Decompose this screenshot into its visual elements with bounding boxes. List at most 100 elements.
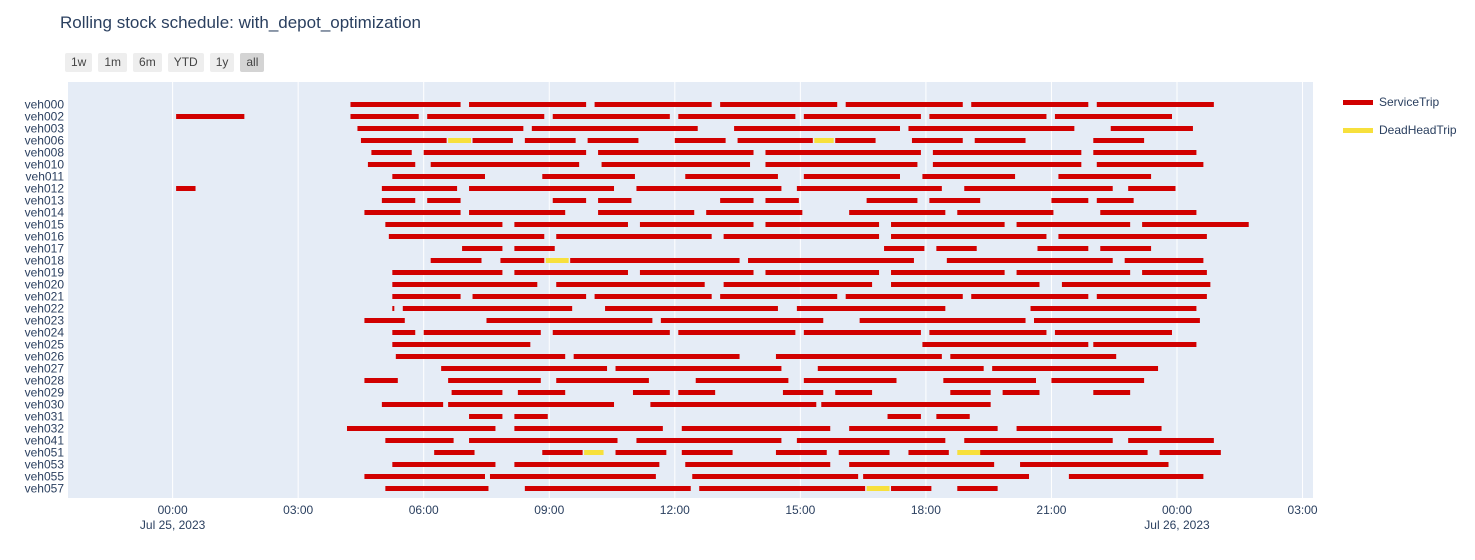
- service-trip-bar: [451, 390, 503, 395]
- service-trip-bar: [350, 114, 419, 119]
- service-trip-bar: [929, 114, 1047, 119]
- service-trip-bar: [489, 474, 656, 479]
- y-tick-label: veh003: [25, 122, 65, 136]
- y-tick-label: veh028: [25, 374, 65, 388]
- service-trip-bar: [922, 174, 1016, 179]
- service-trip-bar: [1016, 270, 1131, 275]
- service-trip-bar: [556, 234, 712, 239]
- y-tick-label: veh000: [25, 98, 65, 112]
- service-trip-bar: [911, 138, 963, 143]
- y-tick-label: veh012: [25, 182, 65, 196]
- deadhead-trip-bar: [814, 138, 834, 143]
- y-tick-label: veh025: [25, 338, 65, 352]
- service-trip-bar: [863, 474, 1030, 479]
- service-trip-bar: [685, 462, 831, 467]
- y-tick-label: veh011: [26, 170, 65, 184]
- service-trip-bar: [371, 150, 412, 155]
- service-trip-bar: [936, 414, 970, 419]
- service-trip-bar: [385, 222, 503, 227]
- deadhead-trip-bar: [866, 486, 890, 491]
- legend-item-service-trip[interactable]: ServiceTrip: [1343, 88, 1457, 116]
- service-trip-bar: [514, 426, 663, 431]
- service-trip-bar: [936, 246, 977, 251]
- service-trip-bar: [552, 114, 670, 119]
- service-trip-bar: [932, 162, 1082, 167]
- service-trip-bar: [1128, 438, 1214, 443]
- range-button-ytd[interactable]: YTD: [167, 53, 204, 72]
- deadhead-trip-bar: [545, 258, 569, 263]
- service-trip-bar: [392, 330, 416, 335]
- range-button-6m[interactable]: 6m: [133, 53, 162, 72]
- y-tick-label: veh024: [25, 326, 65, 340]
- service-trip-bar: [891, 222, 1005, 227]
- legend-item-deadhead-trip[interactable]: DeadHeadTrip: [1343, 116, 1457, 144]
- service-trip-bar: [1030, 306, 1197, 311]
- service-trip-bar: [360, 138, 447, 143]
- x-tick-label: 09:00: [534, 503, 564, 517]
- service-trip-bar: [796, 186, 942, 191]
- service-trip-bar: [964, 186, 1113, 191]
- service-trip-bar: [943, 378, 1036, 383]
- service-trip-bar: [423, 330, 541, 335]
- service-trip-bar: [1096, 102, 1214, 107]
- service-trip-bar: [720, 102, 838, 107]
- service-trip-bar: [1128, 186, 1176, 191]
- service-trip-bar: [448, 378, 541, 383]
- range-button-1w[interactable]: 1w: [65, 53, 93, 72]
- plot-area: [68, 82, 1313, 498]
- service-trip-bar: [350, 102, 461, 107]
- service-trip-bar: [636, 186, 782, 191]
- service-trip-bar: [594, 294, 712, 299]
- service-trip-bar: [891, 234, 1047, 239]
- service-trip-bar: [392, 294, 461, 299]
- y-tick-label: veh014: [25, 206, 65, 220]
- service-trip-bar: [552, 198, 587, 203]
- legend: ServiceTrip DeadHeadTrip: [1343, 88, 1457, 144]
- service-trip-bar: [1100, 210, 1197, 215]
- service-trip-bar: [817, 366, 984, 371]
- service-trip-bar: [1051, 378, 1145, 383]
- y-tick-label: veh010: [25, 158, 65, 172]
- service-trip-bar: [775, 354, 942, 359]
- service-trip-bar: [699, 486, 866, 491]
- y-tick-label: veh031: [25, 410, 65, 424]
- service-trip-bar: [803, 174, 900, 179]
- deadhead-trip-bar: [584, 450, 604, 455]
- range-selector: 1w 1m 6m YTD 1y all: [65, 53, 265, 72]
- service-trip-bar: [469, 414, 503, 419]
- y-tick-label: veh017: [25, 242, 65, 256]
- service-trip-bar: [681, 426, 831, 431]
- service-trip-bar: [1096, 198, 1134, 203]
- service-trip-bar: [734, 126, 900, 131]
- service-trip-bar: [1093, 138, 1145, 143]
- service-trip-bar: [765, 162, 918, 167]
- range-button-1y[interactable]: 1y: [209, 53, 235, 72]
- service-trip-bar: [849, 426, 998, 431]
- service-trip-bar: [385, 438, 454, 443]
- range-button-all[interactable]: all: [240, 53, 265, 72]
- x-tick-label: 12:00: [660, 503, 690, 517]
- service-trip-bar: [639, 222, 754, 227]
- service-trip-bar: [430, 162, 580, 167]
- service-trip-bar: [427, 114, 545, 119]
- range-button-1m[interactable]: 1m: [98, 53, 128, 72]
- service-trip-bar: [695, 378, 789, 383]
- y-tick-label: veh016: [25, 230, 65, 244]
- legend-label: DeadHeadTrip: [1379, 123, 1457, 137]
- service-trip-bar: [364, 318, 405, 323]
- y-tick-label: veh057: [25, 482, 65, 496]
- service-trip-bar: [357, 126, 524, 131]
- service-trip-bar: [866, 198, 918, 203]
- service-trip-bar: [1020, 462, 1169, 467]
- service-trip-bar: [514, 270, 628, 275]
- service-trip-bar: [932, 150, 1082, 155]
- service-trip-bar: [601, 162, 751, 167]
- deadhead-trip-bar: [957, 450, 981, 455]
- service-trip-bar: [469, 102, 587, 107]
- service-trip-swatch: [1343, 99, 1373, 105]
- service-trip-bar: [775, 450, 827, 455]
- service-trip-bar: [392, 174, 485, 179]
- y-tick-label: veh019: [25, 266, 65, 280]
- service-trip-bar: [598, 198, 632, 203]
- service-trip-bar: [1093, 150, 1197, 155]
